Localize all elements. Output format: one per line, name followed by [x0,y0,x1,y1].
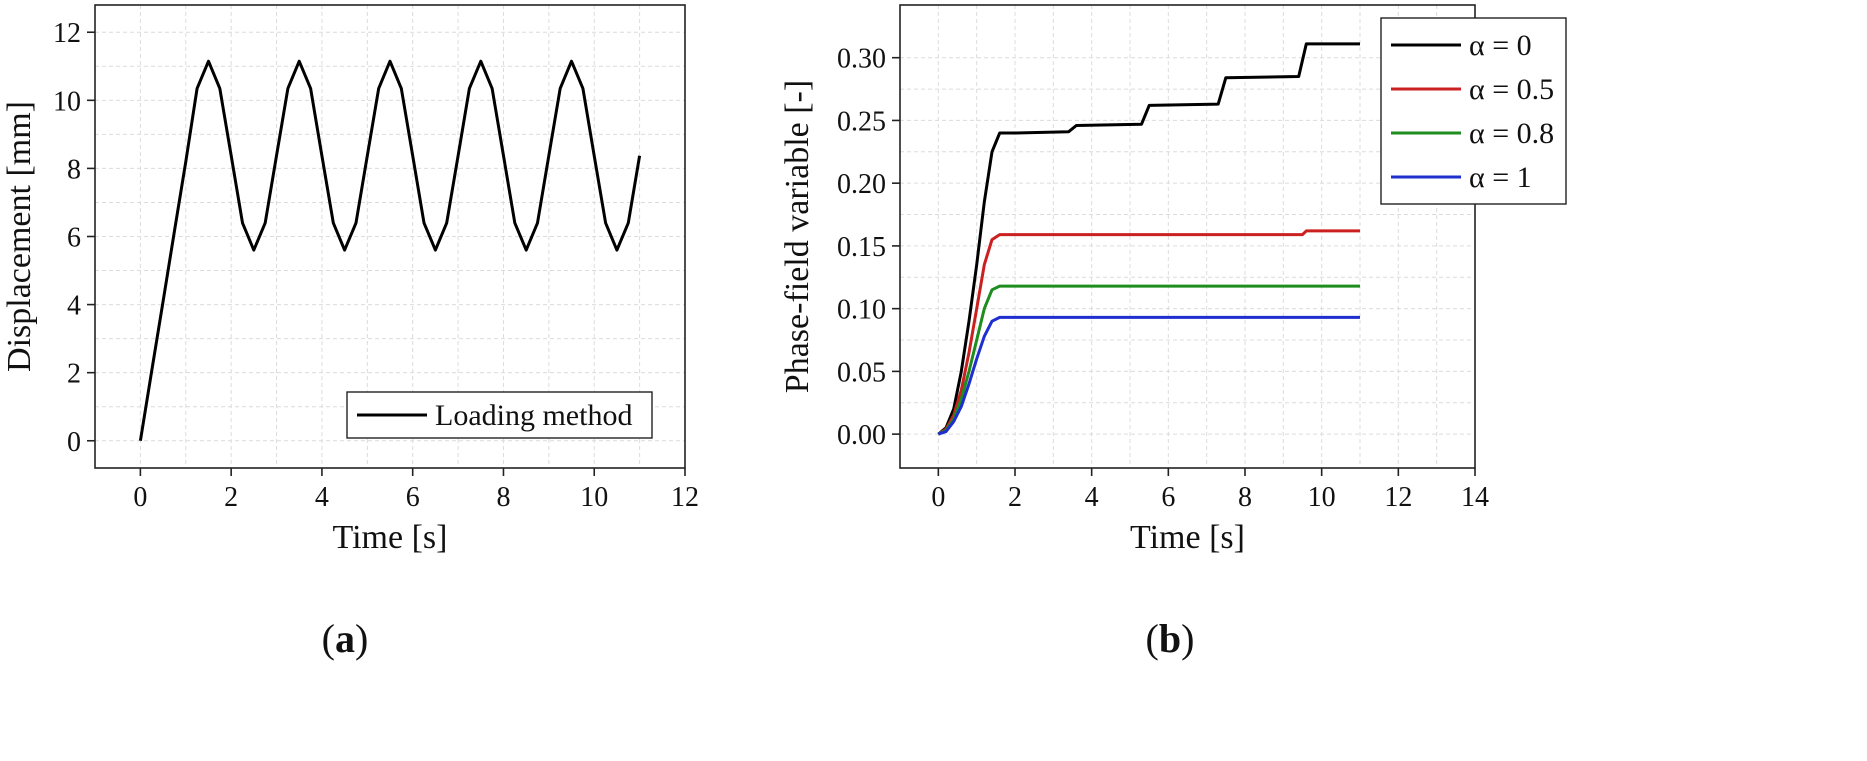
legend-label: α = 1 [1469,161,1532,194]
legend-label: α = 0 [1469,29,1532,62]
y-tick-label: 6 [67,223,81,254]
y-tick-label: 12 [53,18,81,49]
y-axis-label: Phase-field variable [-] [779,80,816,393]
legend-label: α = 0.8 [1469,117,1554,150]
x-tick-label: 10 [580,482,608,513]
y-tick-label: 0.00 [837,420,886,451]
gridlines [900,5,1476,468]
legend-label: α = 0.5 [1469,73,1554,106]
legend-box [1380,17,1567,205]
panel-label: (b) [1146,616,1195,661]
x-tick-label: 6 [1161,482,1175,513]
y-tick-label: 8 [67,154,81,185]
x-tick-label: 12 [1384,482,1412,513]
y-tick-label: 0.10 [837,295,886,326]
x-axis-label: Time [s] [1130,519,1245,556]
y-tick-label: 10 [53,86,81,117]
x-axis-label: Time [s] [333,519,448,556]
y-axis-label: Displacement [mm] [1,101,38,372]
x-tick-label: 8 [496,482,510,513]
y-tick-label: 0.25 [837,106,886,137]
x-tick-label: 4 [315,482,329,513]
plot-frame [899,4,1476,469]
x-tick-label: 14 [1461,482,1489,513]
x-tick-label: 0 [133,482,147,513]
y-tick-label: 0.15 [837,232,886,263]
x-tick-label: 2 [224,482,238,513]
x-tick-label: 10 [1308,482,1336,513]
y-tick-label: 0.30 [837,44,886,75]
chart-a: 0 2 4 6 8 10 12 0 2 4 6 8 10 12 Time [s] Displacement [… [1,4,699,661]
x-tick-label: 0 [931,482,945,513]
x-tick-label: 12 [671,482,699,513]
x-tick-label: 8 [1238,482,1252,513]
x-tick-label: 6 [406,482,420,513]
x-tick-label: 4 [1085,482,1099,513]
chart-b: 0 2 4 6 8 10 12 14 0.00 0.05 0.10 0.15 0.20 0.25 0.30 T… [779,4,1567,661]
legend: Loading method [346,391,653,439]
series-line [937,42,1360,436]
y-tick-label: 0.20 [837,169,886,200]
y-tick-label: 4 [67,291,81,322]
legend: α = 0 α = 0.5 α = 0.8 α = 1 [1380,17,1567,205]
y-tick-label: 0.05 [837,357,886,388]
legend-label: Loading method [435,399,632,432]
x-tick-label: 2 [1008,482,1022,513]
panel-label: (a) [322,616,369,661]
series-line [138,59,642,442]
y-tick-label: 2 [67,359,81,390]
series-line [937,229,1360,436]
series-line [937,315,1360,436]
y-tick-label: 0 [67,427,81,458]
